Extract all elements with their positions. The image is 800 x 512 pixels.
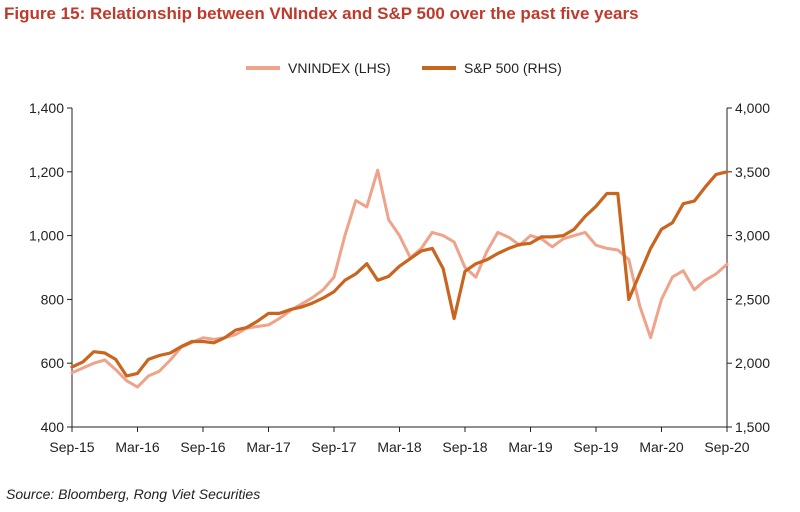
chart-legend: VNINDEX (LHS) S&P 500 (RHS) [0, 60, 800, 80]
x-tick-label: Sep-16 [180, 439, 225, 455]
right-tick-label: 2,000 [735, 355, 770, 371]
legend-swatch-vnindex [246, 66, 280, 70]
figure-title: Figure 15: Relationship between VNIndex … [4, 4, 639, 23]
right-tick-label: 2,500 [735, 291, 770, 307]
source-note: Source: Bloomberg, Rong Viet Securities [6, 486, 261, 502]
x-tick-label: Mar-16 [115, 439, 160, 455]
left-tick-label: 600 [41, 355, 65, 371]
right-tick-label: 4,000 [735, 100, 770, 116]
legend-label-sp500: S&P 500 (RHS) [464, 60, 562, 76]
chart-tick-labels: 400 600 800 1,000 1,200 1,400 1,500 2,000 2,500 3… [29, 100, 770, 455]
x-tick-label: Mar-20 [639, 439, 684, 455]
x-tick-label: Sep-15 [49, 439, 94, 455]
legend-label-vnindex: VNINDEX (LHS) [288, 60, 391, 76]
x-tick-label: Sep-18 [442, 439, 487, 455]
right-tick-label: 1,500 [735, 419, 770, 435]
legend-swatch-sp500 [422, 66, 456, 70]
x-tick-label: Mar-18 [377, 439, 422, 455]
sp500-series-line [70, 170, 729, 378]
x-tick-label: Sep-19 [573, 439, 618, 455]
chart-series [70, 168, 729, 389]
left-tick-label: 1,400 [29, 100, 64, 116]
x-tick-label: Sep-17 [311, 439, 356, 455]
left-tick-label: 1,200 [29, 164, 64, 180]
x-tick-label: Mar-17 [246, 439, 291, 455]
x-tick-label: Sep-20 [704, 439, 749, 455]
left-tick-label: 1,000 [29, 228, 64, 244]
x-tick-label: Mar-19 [508, 439, 553, 455]
right-tick-label: 3,500 [735, 164, 770, 180]
left-tick-label: 400 [41, 419, 65, 435]
right-tick-label: 3,000 [735, 228, 770, 244]
left-tick-label: 800 [41, 291, 65, 307]
legend-item-vnindex: VNINDEX (LHS) [246, 60, 391, 76]
line-chart: 400 600 800 1,000 1,200 1,400 1,500 2,000 2,500 3… [29, 100, 770, 455]
legend-item-sp500: S&P 500 (RHS) [422, 60, 562, 76]
